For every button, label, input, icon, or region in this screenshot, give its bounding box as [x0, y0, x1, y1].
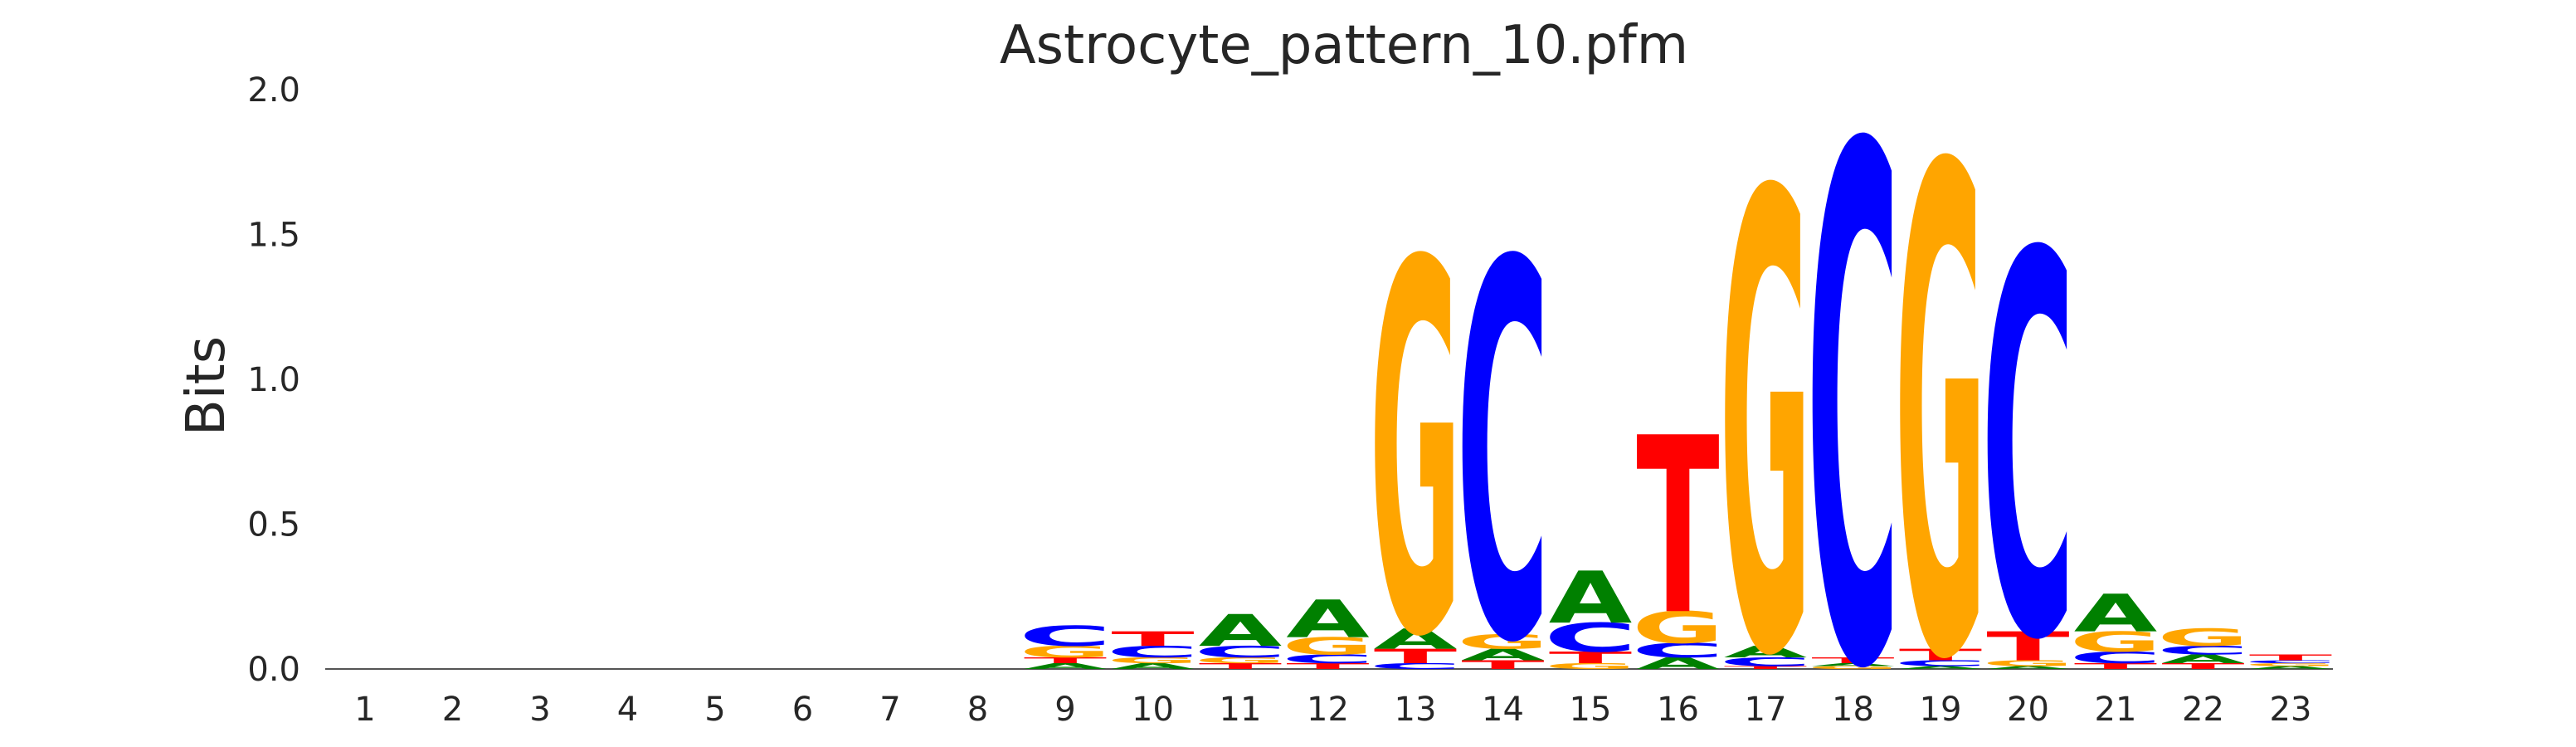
logo-letter-t: T — [1811, 656, 1894, 665]
x-tick-label: 23 — [2270, 691, 2312, 729]
logo-letter-t: T — [1286, 662, 1369, 671]
x-tick-label: 7 — [879, 691, 900, 729]
logo-letter-a: A — [1724, 642, 1808, 661]
x-tick-label: 14 — [1482, 691, 1524, 729]
y-tick-label: 1.0 — [247, 361, 300, 399]
logo-letter-c: C — [1194, 642, 1288, 661]
logo-letter-g: G — [2245, 662, 2337, 667]
y-tick-label: 0.5 — [247, 506, 300, 544]
x-tick-label: 12 — [1307, 691, 1349, 729]
y-tick-label: 0.0 — [247, 651, 300, 689]
logo-letter-a: A — [1636, 654, 1720, 672]
logo-letter-a: A — [2074, 583, 2158, 644]
x-tick-label: 4 — [617, 691, 638, 729]
x-tick-label: 19 — [1920, 691, 1962, 729]
chart-title: Astrocyte_pattern_10.pfm — [999, 15, 1689, 76]
x-tick-label: 3 — [529, 691, 550, 729]
logo-letter-a: A — [1374, 623, 1457, 656]
x-tick-label: 2 — [442, 691, 463, 729]
logo-letter-g: G — [1195, 656, 1287, 665]
logo-letter-a: A — [1461, 646, 1545, 664]
x-tick-label: 21 — [2095, 691, 2137, 729]
logo-letter-t: T — [1024, 656, 1107, 665]
logo-letter-g: G — [1370, 156, 1462, 747]
x-tick-label: 1 — [354, 691, 375, 729]
logo-letter-t: T — [2161, 662, 2244, 671]
logo-letter-g: G — [2157, 624, 2249, 652]
logo-letter-a: A — [1899, 666, 1982, 671]
logo-letter-t: T — [1111, 627, 1195, 651]
logo-letter-c: C — [1894, 659, 1988, 668]
logo-letter-a: A — [1199, 606, 1283, 657]
logo-letter-g: G — [1982, 659, 2074, 668]
logo-letter-t: T — [1986, 623, 2069, 670]
logo-letter-c: C — [2244, 660, 2338, 665]
logo-letter-c: C — [1106, 642, 1200, 661]
x-tick-label: 11 — [1220, 691, 1262, 729]
logo-letter-a: A — [1986, 666, 2069, 671]
logo-letter-c: C — [1281, 652, 1375, 666]
logo-letter-c: C — [1719, 655, 1813, 669]
logo-letter-c: C — [1806, 2, 1900, 747]
x-tick-label: 15 — [1570, 691, 1612, 729]
logo-letter-g: G — [1895, 31, 1987, 747]
logo-letter-t: T — [2249, 653, 2332, 662]
x-tick-label: 16 — [1657, 691, 1699, 729]
logo-letter-g: G — [1632, 603, 1724, 653]
logo-letter-a: A — [1811, 662, 1894, 667]
logo-letter-t: T — [1724, 666, 1807, 671]
x-tick-label: 6 — [792, 691, 813, 729]
logo-letter-a: A — [1111, 662, 1195, 671]
axis-layer: 0.00.51.01.52.01 2 3 4 5 6 7 8 9 10 11 12 13 14 15 16 17… — [247, 71, 2333, 729]
logo-letter-g: G — [1107, 656, 1199, 665]
x-tick-label: 18 — [1832, 691, 1874, 729]
x-tick-label: 9 — [1054, 691, 1075, 729]
x-tick-label: 22 — [2182, 691, 2224, 729]
logo-letter-g: G — [1807, 666, 1899, 671]
x-tick-label: 17 — [1745, 691, 1787, 729]
y-tick-label: 1.5 — [247, 217, 300, 255]
logo-letter-a: A — [1024, 662, 1108, 671]
logo-letter-a: A — [2249, 666, 2332, 671]
y-axis-label: Bits — [176, 336, 237, 436]
logo-letter-c: C — [1544, 615, 1638, 662]
x-tick-label: 5 — [704, 691, 725, 729]
logo-letter-a: A — [2161, 652, 2245, 666]
logo-letter-g: G — [1282, 632, 1374, 661]
logo-letter-t: T — [2074, 662, 2157, 671]
x-tick-label: 8 — [967, 691, 988, 729]
logo-letter-c: C — [1456, 154, 1550, 747]
logo-letter-g: G — [2070, 626, 2162, 658]
logo-letter-g: G — [1545, 662, 1637, 671]
logo-letter-t: T — [1549, 648, 1632, 666]
x-tick-label: 10 — [1132, 691, 1174, 729]
logo-letter-c: C — [1631, 639, 1725, 662]
logo-letter-c: C — [1981, 145, 2075, 747]
logo-letter-c: C — [2069, 648, 2163, 666]
logo-letter-t: T — [1374, 645, 1458, 668]
logo-letter-c: C — [1369, 662, 1463, 671]
x-tick-label: 13 — [1395, 691, 1437, 729]
logo-letter-g: G — [1720, 65, 1812, 747]
x-tick-label: 20 — [2007, 691, 2049, 729]
logo-letter-t: T — [1199, 662, 1282, 671]
logo-letter-c: C — [1019, 620, 1113, 652]
logo-letter-a: A — [1286, 589, 1370, 650]
logo-letter-t: T — [1899, 646, 1982, 664]
logo-letter-g: G — [1020, 642, 1112, 661]
logo-letter-c: C — [2156, 643, 2250, 657]
logo-letter-t: T — [1461, 658, 1544, 672]
logo-letter-a: A — [1549, 556, 1632, 639]
logo-letter-t: T — [1636, 386, 1719, 669]
logo-letter-g: G — [1457, 630, 1549, 653]
y-tick-label: 2.0 — [247, 71, 300, 110]
